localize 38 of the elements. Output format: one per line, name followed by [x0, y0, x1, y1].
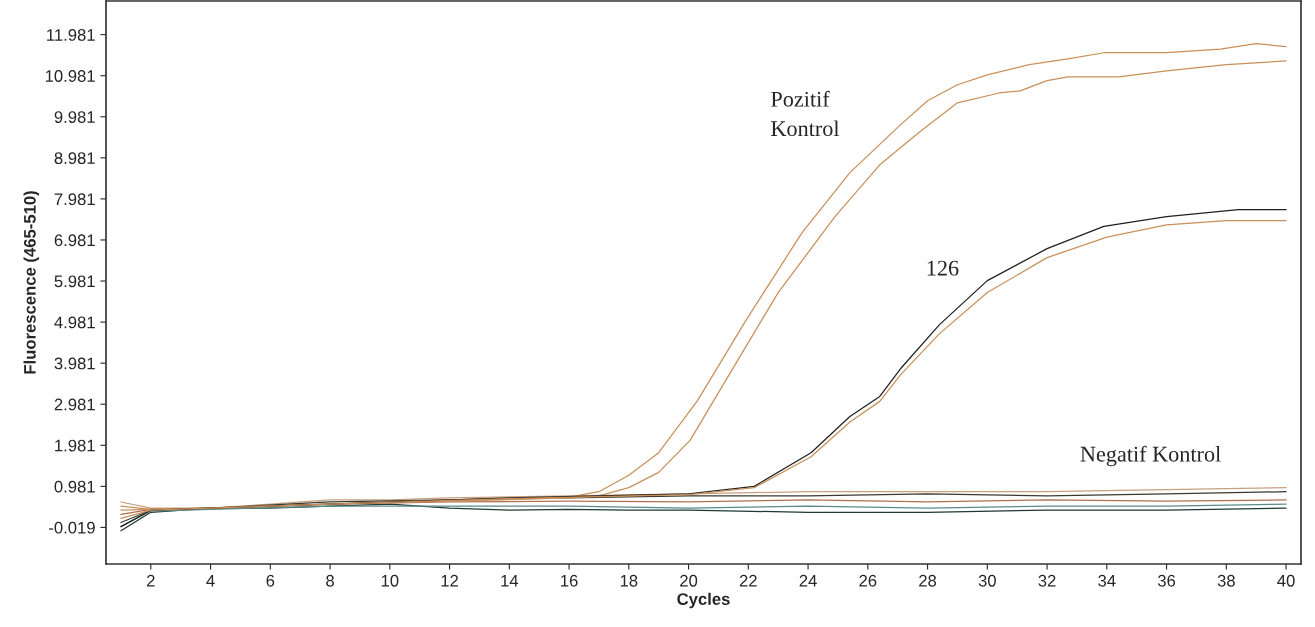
x-tick-label: 32 [1038, 574, 1056, 587]
annotation: Negatif Kontrol [1080, 445, 1221, 467]
x-tick-label: 6 [266, 574, 275, 587]
x-axis-title: Cycles [677, 592, 730, 609]
x-tick-label: 40 [1277, 574, 1295, 587]
x-tick-label: 18 [620, 574, 638, 587]
x-tick-label: 8 [326, 574, 334, 587]
y-tick-label: 2.981 [54, 398, 95, 411]
x-tick-label: 20 [680, 574, 698, 587]
y-tick-label: 0.981 [54, 480, 95, 493]
y-tick-label: 1.981 [55, 439, 95, 452]
x-tick-label: 22 [739, 574, 757, 587]
x-tick-label: 2 [147, 574, 155, 587]
x-tick-label: 30 [978, 574, 996, 587]
y-tick-label: 9.981 [54, 111, 95, 123]
x-tick-label: 38 [1217, 574, 1235, 587]
x-tick-label: 24 [799, 574, 817, 587]
x-tick-label: 28 [919, 574, 937, 587]
x-tick-label: 10 [381, 574, 399, 587]
x-tick-label: 4 [206, 575, 215, 587]
y-tick-label: 3.981 [54, 357, 95, 370]
y-tick-label: 6.981 [54, 234, 95, 247]
x-tick-label: 26 [859, 574, 877, 587]
annotation: Pozitif Kontrol [771, 90, 840, 137]
annotation: 126 [927, 260, 959, 276]
x-tick-label: 34 [1098, 574, 1116, 587]
x-tick-label: 16 [561, 574, 578, 587]
x-tick-label: 36 [1157, 574, 1176, 587]
x-tick-label: 14 [501, 575, 519, 587]
y-tick-label: 7.981 [54, 193, 95, 206]
x-tick-label: 12 [441, 574, 458, 587]
y-tick-label: 4.981 [54, 316, 95, 329]
y-tick-label: 11.981 [47, 29, 95, 41]
y-tick-label: 5.981 [54, 275, 95, 288]
y-tick-label: 10.981 [45, 70, 95, 82]
y-axis-title: Fluorescence (465-510) [23, 191, 40, 374]
y-tick-label: -0.019 [49, 521, 95, 534]
y-tick-label: 8.981 [54, 152, 95, 165]
